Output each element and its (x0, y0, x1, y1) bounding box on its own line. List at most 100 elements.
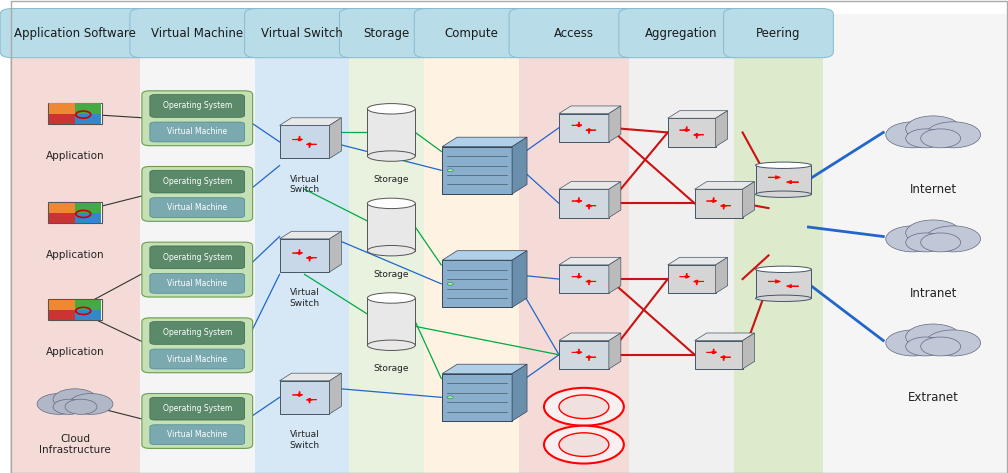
FancyArrow shape (679, 275, 689, 278)
Text: Virtual Machine: Virtual Machine (151, 26, 243, 40)
Text: Internet: Internet (909, 183, 957, 196)
Polygon shape (695, 182, 755, 189)
Text: Operating System: Operating System (162, 101, 232, 111)
FancyArrow shape (292, 394, 302, 396)
FancyArrow shape (576, 122, 582, 127)
Ellipse shape (367, 151, 415, 161)
Text: Extranet: Extranet (908, 391, 959, 404)
FancyArrow shape (306, 256, 312, 261)
Ellipse shape (367, 293, 415, 303)
Bar (48, 114, 75, 124)
Ellipse shape (367, 198, 415, 209)
Bar (756, 269, 811, 298)
Bar (443, 374, 512, 421)
Bar (443, 147, 512, 194)
FancyArrow shape (786, 181, 798, 184)
FancyBboxPatch shape (414, 9, 529, 58)
Bar (47, 103, 103, 124)
FancyArrow shape (586, 204, 596, 207)
Polygon shape (716, 111, 728, 147)
Circle shape (37, 394, 81, 414)
Bar (695, 341, 743, 369)
FancyArrow shape (586, 356, 596, 359)
FancyArrow shape (586, 129, 592, 133)
Bar (367, 203, 415, 251)
Bar (10, 57, 140, 473)
Bar (47, 202, 103, 223)
Bar (667, 265, 716, 293)
Circle shape (53, 389, 97, 410)
Circle shape (544, 388, 624, 426)
Circle shape (886, 226, 940, 252)
FancyArrow shape (679, 129, 689, 131)
Bar (75, 203, 102, 213)
Text: Intranet: Intranet (909, 287, 957, 300)
Bar (519, 57, 629, 473)
Text: Virtual Machine: Virtual Machine (167, 127, 228, 137)
FancyArrow shape (292, 252, 302, 254)
Circle shape (925, 226, 981, 252)
FancyArrow shape (306, 398, 312, 403)
FancyArrow shape (694, 133, 700, 138)
Text: Virtual
Switch: Virtual Switch (289, 175, 320, 194)
Bar (559, 189, 609, 218)
Polygon shape (609, 182, 621, 218)
FancyArrow shape (768, 176, 780, 179)
FancyArrow shape (683, 273, 689, 278)
Text: Virtual Machine: Virtual Machine (167, 354, 228, 364)
Bar (824, 57, 1008, 473)
Polygon shape (443, 364, 527, 374)
FancyArrow shape (721, 204, 731, 207)
FancyBboxPatch shape (150, 425, 245, 445)
Text: Application: Application (45, 250, 105, 261)
Bar (48, 300, 75, 310)
Text: Application: Application (45, 151, 105, 161)
Bar (279, 381, 330, 414)
Ellipse shape (756, 191, 811, 197)
FancyBboxPatch shape (142, 318, 253, 373)
Polygon shape (512, 251, 527, 307)
FancyBboxPatch shape (150, 198, 245, 218)
FancyBboxPatch shape (509, 9, 639, 58)
Ellipse shape (367, 104, 415, 114)
Bar (824, 14, 1008, 57)
Circle shape (920, 233, 961, 252)
FancyArrow shape (721, 356, 727, 360)
FancyBboxPatch shape (142, 242, 253, 297)
Bar (367, 109, 415, 156)
Circle shape (906, 116, 961, 142)
FancyBboxPatch shape (619, 9, 744, 58)
Bar (559, 114, 609, 142)
Bar (75, 300, 102, 310)
Bar (75, 114, 102, 124)
FancyArrow shape (572, 124, 582, 127)
Polygon shape (443, 251, 527, 260)
Bar (48, 213, 75, 223)
FancyArrow shape (306, 256, 317, 259)
Text: Operating System: Operating System (162, 253, 232, 262)
Circle shape (559, 395, 609, 419)
FancyArrow shape (586, 204, 592, 209)
Polygon shape (559, 182, 621, 189)
FancyBboxPatch shape (150, 170, 245, 193)
FancyArrow shape (694, 280, 704, 283)
FancyArrow shape (306, 398, 317, 401)
Bar (47, 299, 103, 321)
FancyArrow shape (296, 392, 302, 396)
Polygon shape (279, 373, 342, 381)
Bar (756, 165, 811, 194)
FancyBboxPatch shape (150, 349, 245, 369)
Text: Operating System: Operating System (162, 177, 232, 186)
Polygon shape (559, 106, 621, 114)
Text: Virtual
Switch: Virtual Switch (289, 430, 320, 450)
FancyArrow shape (306, 143, 312, 148)
Circle shape (69, 394, 113, 414)
FancyArrow shape (306, 143, 317, 146)
FancyArrow shape (694, 133, 704, 136)
Bar (140, 57, 255, 473)
Ellipse shape (367, 340, 415, 350)
FancyArrow shape (711, 198, 717, 202)
FancyArrow shape (707, 351, 717, 354)
Circle shape (906, 220, 961, 246)
FancyBboxPatch shape (150, 273, 245, 293)
